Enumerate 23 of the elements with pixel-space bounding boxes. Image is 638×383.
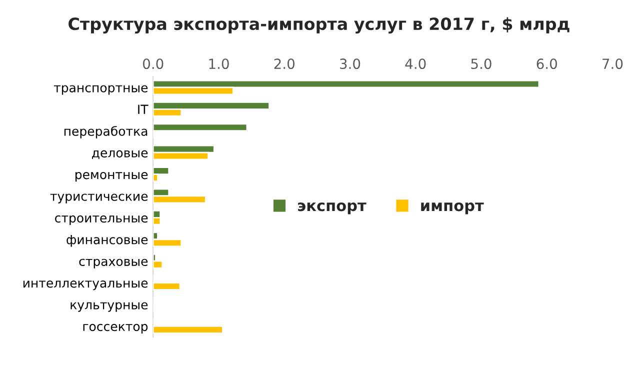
y-tick-label: финансовые bbox=[66, 235, 148, 247]
chart-title: Структура экспорта-импорта услуг в 2017 г, $ млрд bbox=[68, 17, 570, 34]
y-tick-label: туристические bbox=[50, 194, 148, 204]
y-tick-label: страховые bbox=[79, 258, 148, 268]
x-tick-label: 0.0 bbox=[142, 58, 164, 70]
y-tick-label: IT bbox=[138, 104, 148, 114]
x-tick-label: 1.0 bbox=[209, 58, 229, 70]
y-tick-label: культурные bbox=[70, 302, 148, 312]
y-tick-label: интеллектуальные bbox=[23, 280, 148, 290]
y-tick-label: госсектор bbox=[83, 324, 148, 334]
x-tick-label: 5.0 bbox=[471, 58, 492, 70]
legend-label: импорт bbox=[421, 202, 484, 214]
y-tick-label: деловые bbox=[92, 150, 148, 160]
x-tick-label: 2.0 bbox=[274, 58, 294, 70]
x-tick-label: 3.0 bbox=[340, 58, 360, 70]
y-tick-label: транспортные bbox=[54, 85, 148, 95]
y-tick-label: переработка bbox=[64, 126, 148, 138]
y-tick-label: строительные bbox=[55, 215, 148, 226]
legend-label: экспорт bbox=[298, 202, 366, 214]
x-tick-label: 7.0 bbox=[602, 58, 623, 70]
x-tick-label: 6.0 bbox=[536, 58, 557, 70]
y-tick-label: ремонтные bbox=[76, 172, 148, 182]
x-tick-label: 4.0 bbox=[405, 58, 426, 70]
